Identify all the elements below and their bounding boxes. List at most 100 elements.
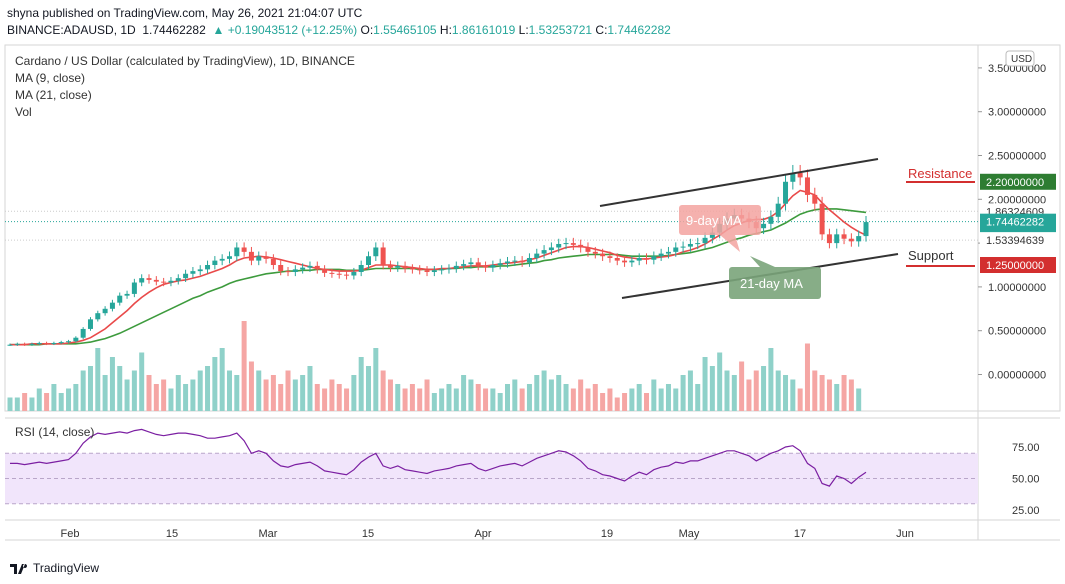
volume-bar xyxy=(665,384,671,411)
candle-body xyxy=(804,177,810,195)
chart-canvas[interactable]: 3.500000003.000000002.500000002.00000000… xyxy=(0,0,1065,556)
volume-bar xyxy=(205,366,211,411)
volume-bar xyxy=(424,379,430,411)
candle-body xyxy=(307,265,313,268)
price-tag-label: 2.20000000 xyxy=(986,177,1044,189)
tradingview-brand: TradingView xyxy=(33,561,100,575)
volume-bar xyxy=(585,388,591,411)
candle-body xyxy=(161,281,167,283)
candle-body xyxy=(644,257,650,260)
resistance-label: Resistance xyxy=(908,166,972,181)
volume-bar xyxy=(644,393,650,411)
volume-bar xyxy=(512,379,518,411)
candle-body xyxy=(790,173,796,182)
candle-body xyxy=(336,273,342,275)
candle-body xyxy=(453,265,459,269)
volume-bar xyxy=(761,366,767,411)
candle-body xyxy=(826,234,832,244)
candle-body xyxy=(687,243,693,247)
high-value: 1.86161019 xyxy=(451,23,516,37)
candle-body xyxy=(131,282,137,294)
x-axis-tick-label: Apr xyxy=(474,528,491,540)
volume-bar xyxy=(856,388,862,411)
volume-bar xyxy=(717,352,723,411)
volume-bar xyxy=(490,388,496,411)
volume-bar xyxy=(278,384,284,411)
candle-body xyxy=(153,279,159,282)
volume-bar xyxy=(578,379,584,411)
low-label: L: xyxy=(518,23,529,37)
volume-bar xyxy=(336,384,342,411)
candle-body xyxy=(834,234,840,244)
candle-body xyxy=(292,269,298,273)
volume-bar xyxy=(197,370,203,411)
volume-bar xyxy=(373,348,379,411)
candle-body xyxy=(124,293,130,296)
volume-bar xyxy=(329,379,335,411)
volume-bar xyxy=(219,348,225,411)
volume-bar xyxy=(95,348,101,411)
legend-vol[interactable]: Vol xyxy=(15,105,32,119)
volume-bar xyxy=(534,375,540,411)
legend-ma9[interactable]: MA (9, close) xyxy=(15,71,86,85)
candle-body xyxy=(783,181,789,204)
volume-bar xyxy=(351,375,357,411)
channel-upper-line xyxy=(599,158,879,207)
volume-bar xyxy=(226,370,232,411)
candle-body xyxy=(234,247,240,257)
candle-body xyxy=(819,203,825,235)
volume-bar xyxy=(292,379,298,411)
volume-bar xyxy=(380,370,386,411)
candle-body xyxy=(680,246,686,248)
legend-ma21[interactable]: MA (21, close) xyxy=(15,88,92,102)
candle-body xyxy=(351,272,357,276)
candle-body xyxy=(175,278,181,281)
ma9-callout-box xyxy=(679,205,761,235)
candle-body xyxy=(461,264,467,266)
candle-body xyxy=(512,260,518,262)
legend-rsi[interactable]: RSI (14, close) xyxy=(15,425,95,439)
volume-bar xyxy=(7,397,13,411)
x-axis-tick-label: Mar xyxy=(259,528,278,540)
candle-body xyxy=(761,223,767,229)
volume-bar xyxy=(190,379,196,411)
volume-bar xyxy=(124,379,130,411)
candle-body xyxy=(563,243,569,245)
volume-bar xyxy=(848,379,854,411)
volume-bar xyxy=(51,384,57,411)
y-axis-tick-label: 1.00000000 xyxy=(988,282,1046,294)
currency-label: USD xyxy=(1011,54,1032,65)
volume-bar xyxy=(117,366,123,411)
support-label: Support xyxy=(908,248,954,263)
candle-body xyxy=(592,251,598,254)
x-axis-tick-label: Jun xyxy=(896,528,914,540)
candle-body xyxy=(556,243,562,248)
candle-body xyxy=(387,265,393,268)
candle-body xyxy=(102,308,108,314)
volume-bar xyxy=(804,343,810,411)
candle-body xyxy=(848,238,854,242)
volume-bar xyxy=(636,384,642,411)
candle-body xyxy=(36,342,42,344)
x-axis-tick-label: 19 xyxy=(601,528,613,540)
candle-body xyxy=(856,236,862,242)
candle-body xyxy=(446,268,452,270)
tradingview-logo[interactable]: TradingView xyxy=(10,561,99,575)
volume-bar xyxy=(212,357,218,411)
candle-body xyxy=(431,270,437,273)
candle-body xyxy=(212,260,218,265)
currency-box xyxy=(1005,50,1035,67)
volume-bar xyxy=(570,388,576,411)
volume-bar xyxy=(834,384,840,411)
volume-bar xyxy=(358,357,364,411)
x-axis-tick-label: 15 xyxy=(362,528,374,540)
candle-body xyxy=(775,203,781,217)
x-axis-tick-label: May xyxy=(679,528,700,540)
candle-body xyxy=(58,342,64,344)
volume-bar xyxy=(826,379,832,411)
volume-bar xyxy=(234,375,240,411)
candle-body xyxy=(548,247,554,251)
volume-bar xyxy=(300,375,306,411)
volume-bar xyxy=(629,388,635,411)
volume-bar xyxy=(322,388,328,411)
